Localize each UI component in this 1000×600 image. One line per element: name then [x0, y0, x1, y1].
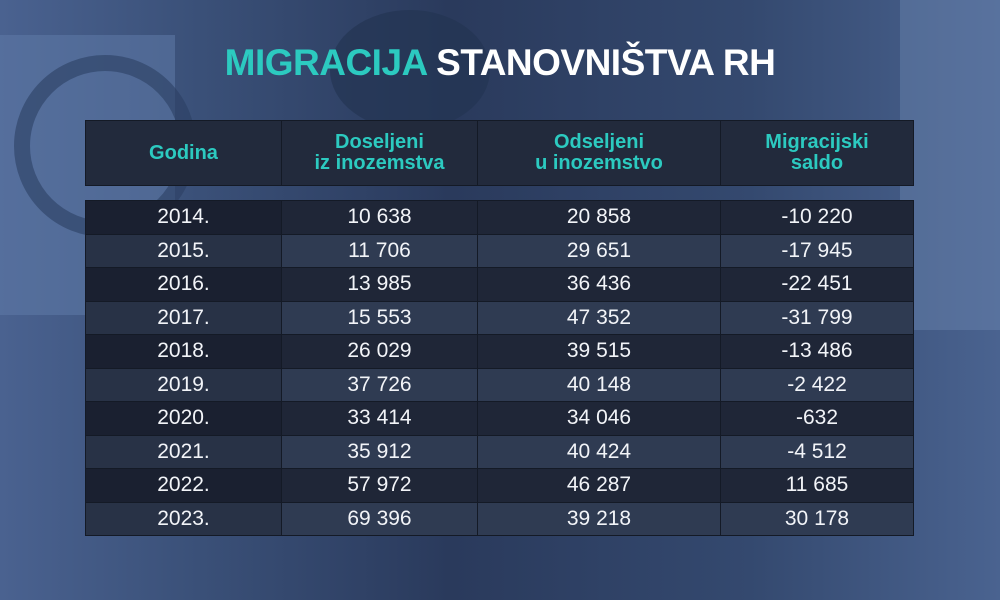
cell-immigrants: 11 706: [281, 233, 478, 268]
cell-year: 2019.: [85, 367, 282, 402]
cell-year: 2021.: [85, 434, 282, 469]
cell-emigrants: 20 858: [477, 200, 721, 235]
cell-immigrants: 13 985: [281, 267, 478, 302]
table-row: 2021. 35 912 40 424 -4 512: [85, 434, 914, 469]
cell-emigrants: 39 218: [477, 501, 721, 536]
cell-emigrants: 34 046: [477, 401, 721, 436]
table-row: 2017. 15 553 47 352 -31 799: [85, 300, 914, 335]
cell-balance: -22 451: [720, 267, 914, 302]
cell-immigrants: 35 912: [281, 434, 478, 469]
cell-year: 2020.: [85, 401, 282, 436]
cell-balance: 11 685: [720, 468, 914, 503]
table-row: 2016. 13 985 36 436 -22 451: [85, 267, 914, 302]
cell-immigrants: 57 972: [281, 468, 478, 503]
table-row: 2014. 10 638 20 858 -10 220: [85, 200, 914, 235]
table-header: Godina Doseljeni iz inozemstva Odseljeni u…: [85, 120, 914, 186]
cell-balance: -632: [720, 401, 914, 436]
table-row: 2022. 57 972 46 287 11 685: [85, 468, 914, 503]
header-balance: Migracijski saldo: [720, 120, 914, 186]
title-highlight: MIGRACIJA: [224, 42, 427, 83]
table-row: 2023. 69 396 39 218 30 178: [85, 501, 914, 536]
cell-immigrants: 33 414: [281, 401, 478, 436]
cell-emigrants: 29 651: [477, 233, 721, 268]
page-title: MIGRACIJA STANOVNIŠTVA RH: [0, 42, 1000, 84]
cell-balance: 30 178: [720, 501, 914, 536]
cell-immigrants: 10 638: [281, 200, 478, 235]
cell-immigrants: 37 726: [281, 367, 478, 402]
cell-immigrants: 26 029: [281, 334, 478, 369]
cell-balance: -10 220: [720, 200, 914, 235]
cell-balance: -17 945: [720, 233, 914, 268]
background-sign-right: [900, 0, 1000, 330]
cell-emigrants: 47 352: [477, 300, 721, 335]
cell-year: 2015.: [85, 233, 282, 268]
migration-table: Godina Doseljeni iz inozemstva Odseljeni u…: [85, 120, 914, 536]
cell-year: 2014.: [85, 200, 282, 235]
title-rest: STANOVNIŠTVA RH: [436, 42, 776, 83]
cell-immigrants: 15 553: [281, 300, 478, 335]
cell-emigrants: 39 515: [477, 334, 721, 369]
cell-balance: -13 486: [720, 334, 914, 369]
cell-year: 2016.: [85, 267, 282, 302]
cell-year: 2022.: [85, 468, 282, 503]
table-row: 2019. 37 726 40 148 -2 422: [85, 367, 914, 402]
background-person: [330, 10, 490, 130]
header-year: Godina: [85, 120, 282, 186]
table-row: 2015. 11 706 29 651 -17 945: [85, 233, 914, 268]
cell-emigrants: 40 424: [477, 434, 721, 469]
cell-year: 2017.: [85, 300, 282, 335]
header-immigrants: Doseljeni iz inozemstva: [281, 120, 478, 186]
cell-balance: -4 512: [720, 434, 914, 469]
cell-year: 2018.: [85, 334, 282, 369]
table-row: 2020. 33 414 34 046 -632: [85, 401, 914, 436]
cell-balance: -31 799: [720, 300, 914, 335]
cell-balance: -2 422: [720, 367, 914, 402]
table-row: 2018. 26 029 39 515 -13 486: [85, 334, 914, 369]
cell-immigrants: 69 396: [281, 501, 478, 536]
cell-year: 2023.: [85, 501, 282, 536]
header-emigrants: Odseljeni u inozemstvo: [477, 120, 721, 186]
cell-emigrants: 40 148: [477, 367, 721, 402]
cell-emigrants: 46 287: [477, 468, 721, 503]
cell-emigrants: 36 436: [477, 267, 721, 302]
